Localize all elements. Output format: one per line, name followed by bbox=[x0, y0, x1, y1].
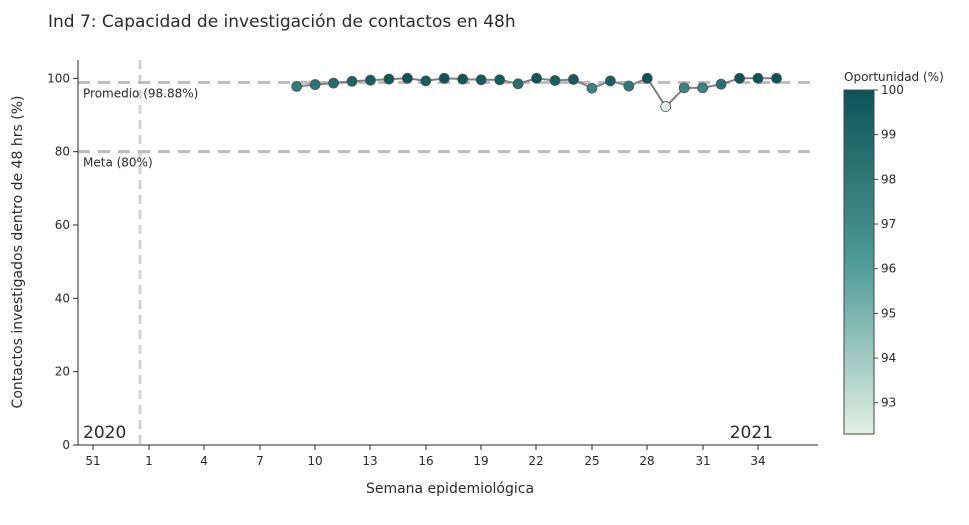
data-point bbox=[475, 74, 487, 86]
chart-title: Ind 7: Capacidad de investigación de con… bbox=[48, 12, 516, 32]
y-tick-label: 0 bbox=[62, 438, 70, 452]
data-point bbox=[678, 82, 690, 94]
data-point bbox=[568, 74, 579, 85]
y-tick-label: 20 bbox=[55, 365, 70, 379]
data-point bbox=[549, 75, 561, 86]
data-point bbox=[328, 77, 339, 89]
data-point bbox=[604, 75, 616, 87]
x-tick-label: 31 bbox=[695, 454, 710, 468]
data-point bbox=[734, 72, 745, 84]
year-label-start: 2020 bbox=[83, 423, 126, 443]
colorbar-tick-label: 94 bbox=[881, 351, 896, 365]
data-point bbox=[365, 74, 376, 86]
x-axis-title: Semana epidemiológica bbox=[366, 481, 534, 497]
data-point bbox=[494, 74, 506, 86]
data-point bbox=[420, 75, 432, 87]
colorbar-tick-label: 97 bbox=[881, 217, 896, 231]
colorbar: Oportunidad (%) 93 94 95 96 97 98 99 100 bbox=[843, 70, 944, 435]
x-tick-label: 1 bbox=[145, 454, 153, 468]
x-tick-label: 13 bbox=[362, 454, 377, 468]
x-tick-label: 34 bbox=[750, 454, 765, 468]
data-point bbox=[383, 73, 395, 85]
colorbar-scale bbox=[843, 89, 875, 435]
data-point bbox=[752, 72, 764, 84]
data-point bbox=[512, 78, 524, 90]
year-label-end: 2021 bbox=[730, 423, 773, 443]
data-point bbox=[771, 72, 782, 84]
data-point bbox=[457, 73, 469, 85]
reference-line-label: Promedio (98.88%) bbox=[83, 86, 198, 100]
data-point bbox=[623, 80, 635, 92]
colorbar-tick-label: 93 bbox=[881, 396, 896, 410]
data-point bbox=[346, 75, 358, 87]
colorbar-tick-label: 98 bbox=[881, 172, 896, 186]
data-point bbox=[531, 72, 542, 84]
data-point bbox=[586, 82, 598, 94]
data-point bbox=[401, 72, 413, 84]
reference-lines: Promedio (98.88%) Meta (80%) bbox=[78, 60, 818, 445]
x-tick-label: 28 bbox=[639, 454, 654, 468]
x-tick-label: 16 bbox=[418, 454, 433, 468]
data-point bbox=[641, 72, 653, 84]
data-point bbox=[438, 72, 450, 84]
data-series bbox=[291, 72, 782, 112]
x-tick-label: 10 bbox=[307, 454, 322, 468]
x-tick-label: 7 bbox=[256, 454, 264, 468]
reference-line-label: Meta (80%) bbox=[83, 156, 153, 170]
colorbar-tick-label: 95 bbox=[881, 306, 896, 320]
data-point bbox=[697, 82, 709, 94]
x-tick-label: 51 bbox=[85, 454, 100, 468]
data-point bbox=[660, 101, 672, 112]
data-point bbox=[309, 79, 321, 90]
data-point bbox=[715, 78, 727, 90]
colorbar-tick-label: 100 bbox=[881, 83, 904, 97]
axes: 0 20 40 60 80 100 51 1 4 7 10 13 16 19 22 25 28 31 34 bbox=[47, 60, 818, 468]
x-tick-label: 25 bbox=[584, 454, 599, 468]
x-tick-label: 19 bbox=[473, 454, 488, 468]
colorbar-title: Oportunidad (%) bbox=[844, 70, 944, 84]
x-tick-label: 4 bbox=[200, 454, 208, 468]
y-tick-label: 100 bbox=[47, 71, 70, 85]
y-axis-title: Contactos investigados dentro de 48 hrs … bbox=[10, 96, 26, 409]
y-tick-label: 60 bbox=[55, 218, 70, 232]
colorbar-tick-label: 99 bbox=[881, 128, 896, 142]
data-point bbox=[291, 81, 303, 92]
y-tick-label: 80 bbox=[55, 145, 70, 159]
colorbar-tick-label: 96 bbox=[881, 262, 896, 276]
y-tick-label: 40 bbox=[55, 291, 70, 305]
x-tick-label: 22 bbox=[528, 454, 543, 468]
chart-labels: Semana epidemiológica Contactos investiga… bbox=[10, 96, 773, 497]
